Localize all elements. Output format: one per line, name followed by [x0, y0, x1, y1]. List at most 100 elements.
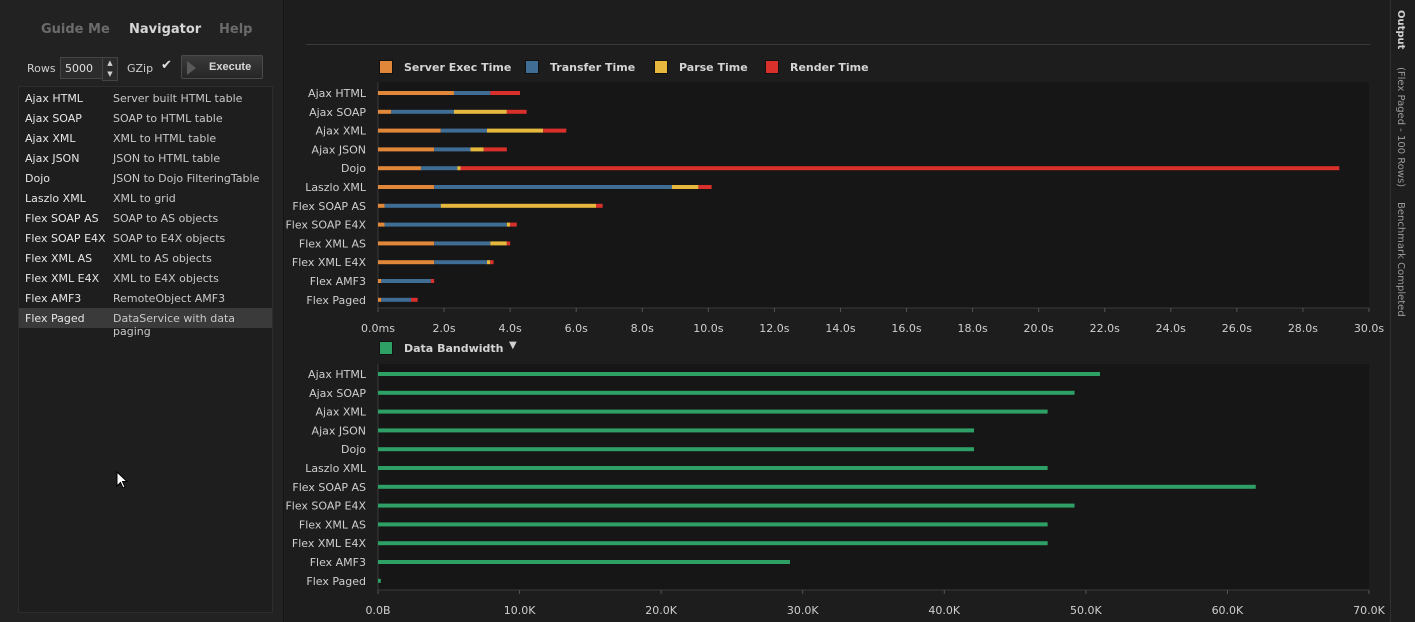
- benchmark-list-item[interactable]: Ajax XML XML to HTML table: [19, 128, 272, 148]
- stepper-up-icon[interactable]: ▲: [107, 59, 113, 67]
- stepper-down-icon[interactable]: ▼: [107, 70, 113, 78]
- bar-segment: [440, 203, 597, 208]
- benchmark-list: Ajax HTML Server built HTML table Ajax SOA…: [18, 86, 273, 613]
- x-tick-label: 12.0s: [759, 322, 789, 335]
- rows-stepper[interactable]: ▲ ▼: [102, 57, 118, 81]
- tab-help[interactable]: Help: [219, 22, 253, 37]
- bar-segment: [440, 128, 488, 133]
- category-label: Flex XML E4X: [292, 537, 367, 550]
- bar-segment: [391, 109, 454, 114]
- rows-input[interactable]: [60, 57, 108, 79]
- benchmark-name: Dojo: [25, 172, 50, 185]
- bar-segment: [483, 147, 507, 152]
- bar-segment: [381, 279, 431, 283]
- x-tick-label: 0.0ms: [361, 322, 395, 335]
- category-label: Ajax HTML: [308, 87, 367, 100]
- output-side-tab[interactable]: Output (Flex Paged - 100 Rows) Benchmark…: [1390, 0, 1415, 622]
- benchmark-description: Server built HTML table: [113, 92, 243, 105]
- x-tick-label: 30.0K: [787, 604, 819, 617]
- left-panel: Guide Me Navigator Help Rows ▲ ▼ GZip ✔ …: [0, 0, 284, 622]
- side-tab-label: Output (Flex Paged - 100 Rows) Benchmark…: [1395, 10, 1406, 317]
- benchmark-name: Flex Paged: [25, 312, 85, 325]
- category-label: Flex XML AS: [299, 518, 366, 531]
- bar-segment: [490, 91, 521, 95]
- rows-label: Rows: [27, 62, 56, 75]
- benchmark-list-item[interactable]: Flex XML AS XML to AS objects: [19, 248, 272, 268]
- plot-area: [378, 364, 1369, 590]
- category-label: Laszlo XML: [305, 181, 367, 194]
- category-label: Ajax JSON: [312, 143, 366, 156]
- benchmark-list-item[interactable]: Flex AMF3 RemoteObject AMF3: [19, 288, 272, 308]
- benchmark-controls: Rows ▲ ▼ GZip ✔ Execute: [20, 54, 275, 82]
- bar-segment: [378, 560, 790, 564]
- x-tick-label: 16.0s: [891, 322, 921, 335]
- benchmark-description: JSON to HTML table: [113, 152, 221, 165]
- legend-swatch: [654, 60, 668, 74]
- x-tick-label: 20.0s: [1024, 322, 1054, 335]
- bar-segment: [378, 128, 441, 133]
- category-label: Ajax JSON: [312, 424, 366, 437]
- x-tick-label: 30.0s: [1354, 322, 1384, 335]
- bar-segment: [378, 409, 1048, 414]
- benchmark-list-item[interactable]: Flex SOAP E4X SOAP to E4X objects: [19, 228, 272, 248]
- benchmark-list-item[interactable]: Dojo JSON to Dojo FilteringTable: [19, 168, 272, 188]
- category-label: Flex XML E4X: [292, 256, 367, 269]
- x-tick-label: 22.0s: [1090, 322, 1120, 335]
- benchmark-list-item[interactable]: Flex SOAP AS SOAP to AS objects: [19, 208, 272, 228]
- benchmark-list-item[interactable]: Ajax HTML Server built HTML table: [19, 88, 272, 108]
- benchmark-description: RemoteObject AMF3: [113, 292, 226, 305]
- bar-segment: [378, 578, 381, 583]
- legend-swatch: [525, 60, 539, 74]
- benchmark-list-item[interactable]: Flex Paged DataService with data paging: [19, 308, 272, 338]
- time-chart: Ajax HTML Ajax SOAP Ajax XML Ajax JSON Dojo L…: [285, 82, 1384, 335]
- benchmark-list-item[interactable]: Ajax JSON JSON to HTML table: [19, 148, 272, 168]
- category-label: Flex XML AS: [299, 237, 366, 250]
- bar-segment: [430, 279, 435, 283]
- tab-guide-me[interactable]: Guide Me: [41, 22, 110, 37]
- benchmark-name: Ajax HTML: [25, 92, 83, 105]
- bar-segment: [378, 390, 1075, 395]
- benchmark-list-item[interactable]: Laszlo XML XML to grid: [19, 188, 272, 208]
- execute-label: Execute: [209, 61, 252, 73]
- bandwidth-dropdown-icon[interactable]: ▼: [509, 340, 517, 351]
- plot-area: [378, 82, 1369, 308]
- bar-segment: [378, 466, 1048, 470]
- benchmark-list-item[interactable]: Ajax SOAP SOAP to HTML table: [19, 108, 272, 128]
- category-label: Flex SOAP AS: [292, 481, 366, 494]
- bar-segment: [378, 541, 1048, 546]
- tab-navigator[interactable]: Navigator: [129, 22, 202, 37]
- bar-segment: [460, 166, 1340, 171]
- bar-segment: [506, 222, 511, 227]
- benchmark-description: DataService with data paging: [113, 312, 236, 338]
- category-label: Dojo: [341, 443, 366, 456]
- benchmark-description: JSON to Dojo FilteringTable: [113, 172, 260, 185]
- benchmark-description: XML to grid: [113, 192, 176, 205]
- x-tick-label: 2.0s: [432, 322, 455, 335]
- bar-segment: [378, 297, 382, 302]
- side-tab-output: Output: [1395, 10, 1406, 50]
- bar-segment: [378, 91, 454, 95]
- bar-segment: [378, 447, 975, 452]
- bar-segment: [378, 428, 975, 433]
- category-label: Flex AMF3: [310, 275, 366, 288]
- benchmark-list-item[interactable]: Flex XML E4X XML to E4X objects: [19, 268, 272, 288]
- play-arrow-icon: [187, 61, 196, 75]
- benchmark-description: XML to AS objects: [113, 252, 212, 265]
- gzip-checkbox[interactable]: ✔: [161, 58, 172, 73]
- bar-segment: [671, 185, 699, 189]
- benchmark-description: SOAP to AS objects: [113, 212, 219, 225]
- legend-swatch: [379, 341, 393, 355]
- execute-button[interactable]: Execute: [181, 55, 263, 79]
- benchmark-name: Flex SOAP E4X: [25, 232, 106, 245]
- bar-segment: [378, 147, 435, 152]
- category-label: Ajax SOAP: [309, 106, 366, 119]
- category-label: Flex SOAP E4X: [285, 219, 366, 232]
- side-tab-subtitle: (Flex Paged - 100 Rows): [1395, 66, 1406, 187]
- x-tick-label: 14.0s: [825, 322, 855, 335]
- bandwidth-chart: Ajax HTML Ajax SOAP Ajax XML Ajax JSON Dojo L…: [285, 364, 1386, 617]
- bar-segment: [470, 147, 484, 152]
- x-tick-label: 10.0s: [693, 322, 723, 335]
- benchmark-name: Flex SOAP AS: [25, 212, 99, 225]
- legend-label: Transfer Time: [550, 61, 636, 74]
- legend-swatch: [379, 60, 393, 74]
